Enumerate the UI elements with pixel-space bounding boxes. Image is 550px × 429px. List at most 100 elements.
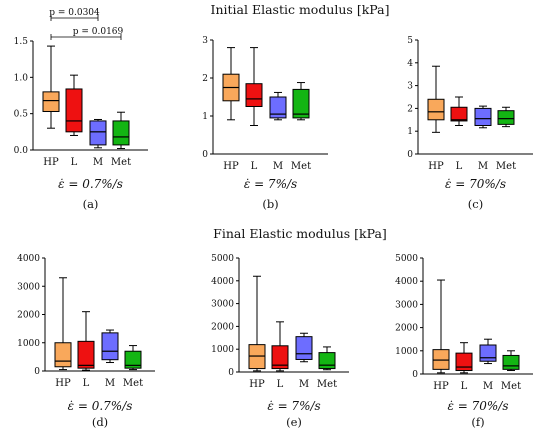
y-tick-label: 0.0 (14, 146, 29, 156)
box-hp (432, 279, 450, 374)
y-tick-label: 0 (228, 368, 234, 378)
y-tick-label: 0 (202, 150, 208, 160)
box-m (295, 332, 313, 363)
category-label: Met (291, 161, 311, 172)
category-label: Met (496, 161, 516, 172)
y-tick-label: 5000 (211, 254, 234, 264)
y-tick-label: 0.5 (14, 110, 29, 120)
panel-label: (c) (468, 197, 483, 211)
y-tick-label: 0 (34, 367, 40, 377)
box-m (479, 338, 497, 365)
box-iqr (497, 110, 515, 125)
category-label: Met (123, 378, 143, 389)
box-met (497, 106, 515, 128)
y-tick-label: 2000 (17, 311, 40, 321)
panel-b: 0 1 2 3 HP L M Met ε̇ = 7%/s (b) (202, 36, 328, 211)
category-label: M (483, 381, 493, 392)
y-tick-label: 2 (407, 104, 413, 114)
y-tick-label: 0 (407, 150, 413, 160)
box-iqr (271, 345, 289, 370)
box-iqr (450, 106, 468, 122)
y-tick-label: 1.5 (14, 37, 29, 47)
category-label: M (478, 161, 488, 172)
y-tick-label: 5 (407, 36, 413, 46)
panel-a: 0.0 0.5 1.0 1.5 HP L M Met p = 0.0304 p = 0.0169 ε… (14, 8, 148, 211)
box-hp (54, 277, 72, 371)
box-iqr (318, 352, 336, 370)
box-iqr (101, 332, 119, 361)
box-l (65, 74, 83, 136)
y-tick-label: 1 (202, 112, 208, 122)
box-l (245, 47, 263, 126)
box-met (112, 111, 130, 150)
p-value-label: p = 0.0169 (73, 27, 124, 37)
category-label: L (251, 161, 258, 172)
strain-rate-label: ε̇ = 0.7%/s (68, 399, 133, 413)
y-tick-label: 4000 (17, 254, 40, 264)
y-tick-label: 3000 (211, 300, 234, 310)
box-hp (42, 45, 60, 129)
y-tick-label: 5000 (395, 254, 418, 264)
box-l (77, 311, 95, 371)
box-hp (427, 65, 445, 133)
panel-label: (e) (286, 415, 302, 429)
y-tick-label: 1.0 (14, 73, 29, 83)
y-tick-label: 0 (412, 370, 418, 380)
y-tick-label: 1000 (395, 347, 418, 357)
category-label: HP (43, 157, 59, 168)
box-m (269, 91, 287, 121)
box-iqr (65, 88, 83, 133)
category-label: M (93, 157, 103, 168)
category-label: M (105, 378, 115, 389)
box-iqr (77, 340, 95, 369)
category-label: HP (249, 379, 265, 390)
category-label: L (461, 381, 468, 392)
y-tick-label: 3 (407, 82, 413, 92)
category-label: Met (317, 379, 337, 390)
box-met (292, 82, 310, 121)
box-l (455, 342, 473, 374)
box-iqr (502, 354, 520, 370)
category-label: L (277, 379, 284, 390)
category-label: M (273, 161, 283, 172)
panel-label: (a) (83, 197, 99, 211)
box-iqr (112, 120, 130, 146)
box-iqr (54, 342, 72, 368)
category-label: HP (55, 378, 71, 389)
box-iqr (269, 96, 287, 119)
strain-rate-label: ε̇ = 0.7%/s (58, 177, 123, 191)
box-hp (248, 275, 266, 372)
y-tick-label: 1000 (17, 339, 40, 349)
y-tick-label: 1 (407, 127, 413, 137)
panel-d: 0 1000 2000 3000 4000 HP L M Met ε̇ = 0.7%/s (d) (17, 254, 155, 429)
box-hp (222, 47, 240, 121)
box-iqr (479, 344, 497, 362)
category-label: L (71, 157, 78, 168)
box-iqr (292, 88, 310, 119)
category-label: M (299, 379, 309, 390)
final-modulus-title: Final Elastic modulus [kPa] (213, 226, 387, 241)
category-label: Met (501, 381, 521, 392)
initial-modulus-title: Initial Elastic modulus [kPa] (211, 2, 390, 17)
panel-e: 0 1000 2000 3000 4000 5000 HP L M Met ε̇ = 7%/s (e) (211, 254, 349, 429)
y-tick-label: 1000 (211, 345, 234, 355)
box-iqr (245, 83, 263, 107)
box-m (474, 105, 492, 129)
category-label: L (83, 378, 90, 389)
category-label: HP (428, 161, 444, 172)
box-iqr (295, 336, 313, 360)
box-l (450, 96, 468, 126)
box-l (271, 321, 289, 372)
strain-rate-label: ε̇ = 7%/s (267, 399, 320, 413)
panel-label: (b) (262, 197, 278, 211)
box-iqr (89, 120, 107, 146)
box-m (101, 329, 119, 364)
strain-rate-label: ε̇ = 70%/s (445, 177, 506, 191)
y-tick-label: 4000 (395, 277, 418, 287)
y-tick-label: 4000 (211, 277, 234, 287)
box-iqr (42, 91, 60, 112)
box-met (124, 345, 142, 371)
strain-rate-label: ε̇ = 70%/s (448, 399, 509, 413)
box-met (318, 346, 336, 371)
